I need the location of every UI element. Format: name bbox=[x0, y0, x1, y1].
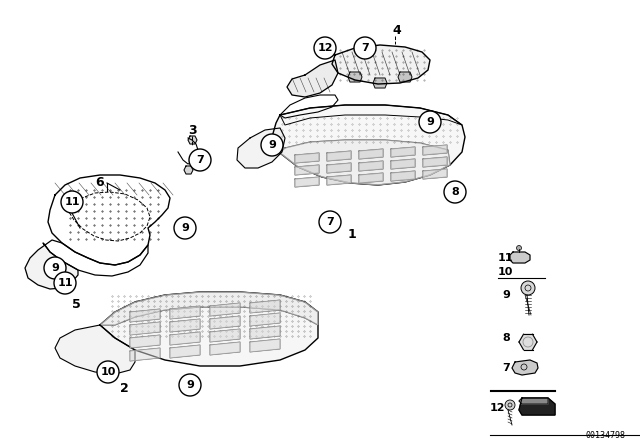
Polygon shape bbox=[210, 303, 240, 316]
Polygon shape bbox=[391, 159, 415, 169]
Text: 9: 9 bbox=[426, 117, 434, 127]
Polygon shape bbox=[184, 166, 193, 174]
Polygon shape bbox=[423, 145, 447, 155]
Circle shape bbox=[521, 281, 535, 295]
Polygon shape bbox=[130, 322, 160, 335]
Polygon shape bbox=[519, 398, 555, 415]
Polygon shape bbox=[170, 319, 200, 332]
Polygon shape bbox=[512, 360, 538, 375]
Text: 9: 9 bbox=[181, 223, 189, 233]
Text: 10: 10 bbox=[100, 367, 116, 377]
Text: 11: 11 bbox=[498, 253, 513, 263]
Polygon shape bbox=[210, 329, 240, 342]
Polygon shape bbox=[170, 332, 200, 345]
Polygon shape bbox=[510, 252, 530, 263]
Polygon shape bbox=[327, 175, 351, 185]
Text: 11: 11 bbox=[64, 197, 80, 207]
Circle shape bbox=[179, 374, 201, 396]
Polygon shape bbox=[100, 292, 318, 325]
Polygon shape bbox=[391, 171, 415, 181]
Polygon shape bbox=[327, 151, 351, 161]
Circle shape bbox=[44, 257, 66, 279]
Text: 9: 9 bbox=[268, 140, 276, 150]
Text: 8: 8 bbox=[451, 187, 459, 197]
Circle shape bbox=[319, 211, 341, 233]
Polygon shape bbox=[391, 147, 415, 157]
Text: 4: 4 bbox=[392, 23, 401, 36]
Polygon shape bbox=[250, 339, 280, 352]
Text: 11: 11 bbox=[57, 278, 73, 288]
Polygon shape bbox=[359, 173, 383, 183]
Text: 12: 12 bbox=[490, 403, 506, 413]
Text: 3: 3 bbox=[188, 124, 196, 137]
Polygon shape bbox=[519, 398, 548, 404]
Circle shape bbox=[174, 217, 196, 239]
Polygon shape bbox=[295, 165, 319, 175]
Polygon shape bbox=[210, 316, 240, 329]
Text: 9: 9 bbox=[51, 263, 59, 273]
Polygon shape bbox=[210, 342, 240, 355]
Polygon shape bbox=[332, 45, 430, 84]
Circle shape bbox=[261, 134, 283, 156]
Polygon shape bbox=[250, 326, 280, 339]
Text: 1: 1 bbox=[348, 228, 356, 241]
Polygon shape bbox=[348, 72, 362, 82]
Polygon shape bbox=[272, 105, 465, 185]
Polygon shape bbox=[55, 325, 135, 374]
Text: 7: 7 bbox=[502, 363, 509, 373]
Text: 00134798: 00134798 bbox=[585, 431, 625, 440]
Polygon shape bbox=[130, 348, 160, 361]
Polygon shape bbox=[327, 163, 351, 173]
Text: 7: 7 bbox=[326, 217, 334, 227]
Polygon shape bbox=[188, 136, 197, 144]
Circle shape bbox=[444, 181, 466, 203]
Text: 12: 12 bbox=[317, 43, 333, 53]
Text: 7: 7 bbox=[196, 155, 204, 165]
Text: 9: 9 bbox=[502, 290, 510, 300]
Polygon shape bbox=[295, 177, 319, 187]
Polygon shape bbox=[130, 335, 160, 348]
Polygon shape bbox=[170, 306, 200, 319]
Polygon shape bbox=[359, 161, 383, 171]
Polygon shape bbox=[250, 300, 280, 313]
Text: 10: 10 bbox=[498, 267, 513, 277]
Text: 8: 8 bbox=[502, 333, 509, 343]
Circle shape bbox=[61, 191, 83, 213]
Polygon shape bbox=[423, 157, 447, 167]
Circle shape bbox=[189, 149, 211, 171]
Polygon shape bbox=[237, 128, 285, 168]
Text: 2: 2 bbox=[120, 382, 129, 395]
Circle shape bbox=[54, 272, 76, 294]
Polygon shape bbox=[250, 313, 280, 326]
Polygon shape bbox=[519, 334, 537, 350]
Circle shape bbox=[314, 37, 336, 59]
Polygon shape bbox=[295, 153, 319, 163]
Polygon shape bbox=[423, 169, 447, 179]
Text: 5: 5 bbox=[72, 298, 81, 311]
Polygon shape bbox=[287, 60, 338, 97]
Polygon shape bbox=[100, 292, 318, 366]
Circle shape bbox=[419, 111, 441, 133]
Polygon shape bbox=[130, 309, 160, 322]
Polygon shape bbox=[398, 72, 412, 82]
Polygon shape bbox=[25, 245, 78, 289]
Text: 7: 7 bbox=[361, 43, 369, 53]
Polygon shape bbox=[280, 140, 450, 185]
Polygon shape bbox=[170, 345, 200, 358]
Text: 9: 9 bbox=[186, 380, 194, 390]
Polygon shape bbox=[359, 149, 383, 159]
Circle shape bbox=[516, 246, 522, 250]
Circle shape bbox=[505, 400, 515, 410]
Text: 6: 6 bbox=[95, 177, 104, 190]
Circle shape bbox=[354, 37, 376, 59]
Polygon shape bbox=[373, 78, 387, 88]
Circle shape bbox=[97, 361, 119, 383]
